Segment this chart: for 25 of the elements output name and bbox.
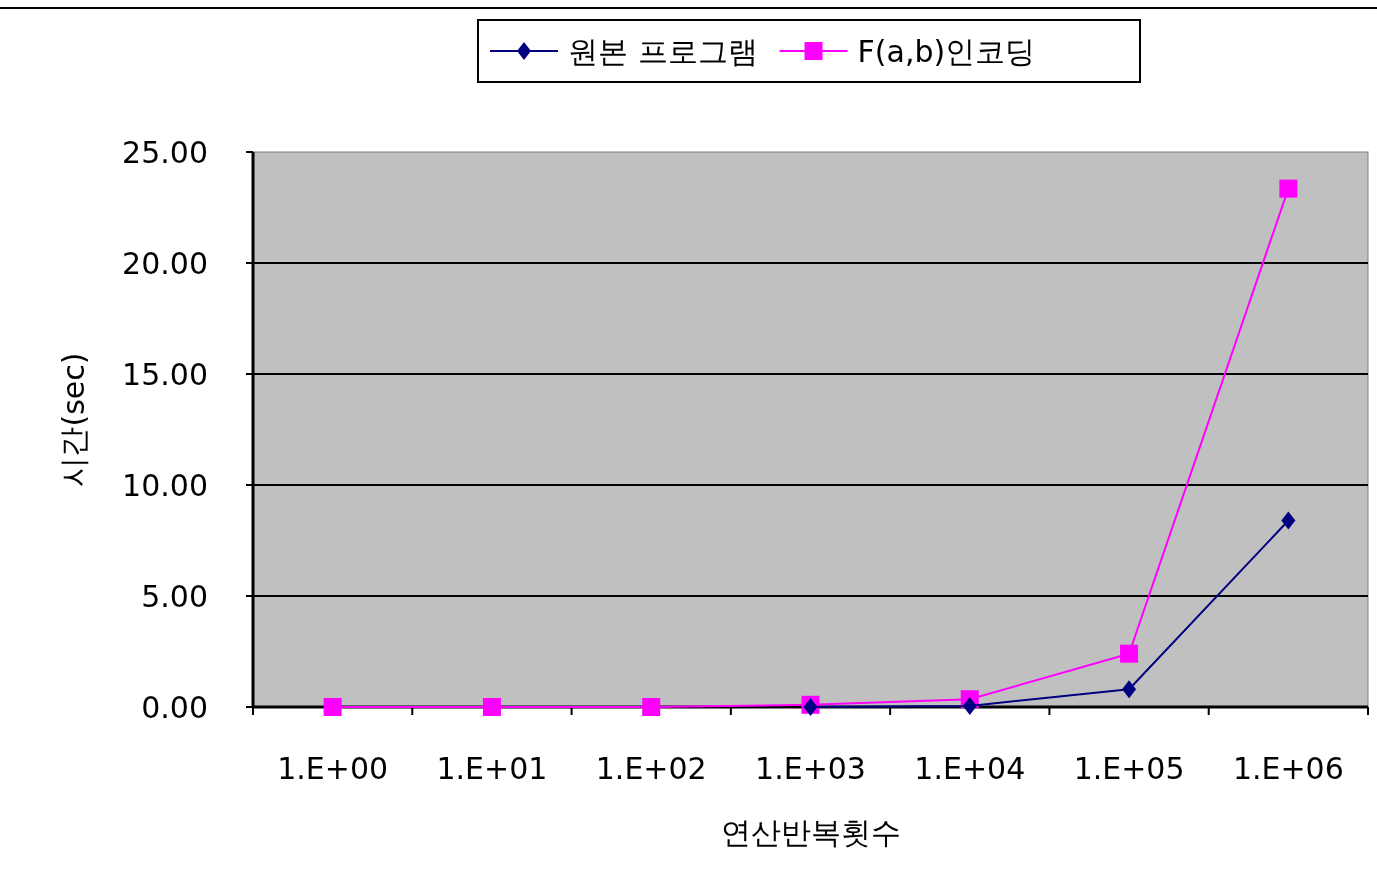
y-tick-label: 5.00 — [141, 579, 208, 614]
x-tick-label: 1.E+04 — [914, 751, 1026, 786]
y-tick-label: 10.00 — [122, 468, 208, 503]
y-axis-title: 시간(sec) — [56, 352, 91, 487]
x-tick-label: 1.E+01 — [436, 751, 548, 786]
point — [1281, 511, 1296, 530]
point — [1279, 179, 1298, 198]
x-axis-title: 연산반복횟수 — [720, 815, 901, 850]
point — [1122, 680, 1137, 699]
legend-label: F(a,b)인코딩 — [857, 34, 1036, 69]
x-tick-label: 1.E+06 — [1232, 751, 1344, 786]
point — [1120, 644, 1139, 663]
x-tick-label: 1.E+00 — [277, 751, 389, 786]
y-tick-label: 20.00 — [122, 246, 208, 281]
legend-label: 원본 프로그램 — [568, 34, 758, 69]
y-tick-label: 0.00 — [141, 690, 208, 725]
point — [642, 698, 661, 716]
point — [962, 696, 977, 715]
point — [323, 698, 342, 716]
point — [482, 698, 501, 716]
x-tick-label: 1.E+03 — [755, 751, 866, 786]
x-tick-label: 1.E+02 — [595, 751, 707, 786]
y-tick-label: 15.00 — [122, 357, 208, 392]
x-tick-label: 1.E+05 — [1073, 751, 1185, 786]
y-tick-label: 25.00 — [122, 135, 208, 170]
